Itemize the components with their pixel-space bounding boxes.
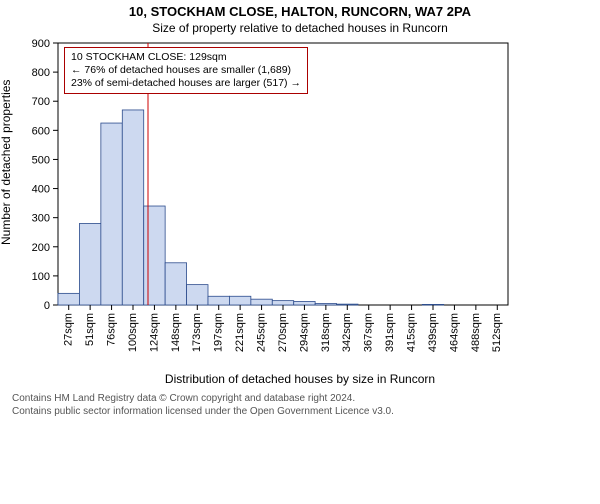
footer-line1: Contains HM Land Registry data © Crown c…	[12, 392, 588, 405]
svg-text:391sqm: 391sqm	[384, 313, 396, 352]
svg-text:367sqm: 367sqm	[363, 313, 375, 352]
svg-text:200: 200	[32, 242, 50, 254]
svg-text:124sqm: 124sqm	[148, 313, 160, 352]
svg-text:76sqm: 76sqm	[105, 313, 117, 346]
svg-text:245sqm: 245sqm	[255, 313, 267, 352]
footer-attribution: Contains HM Land Registry data © Crown c…	[12, 392, 588, 418]
svg-text:300: 300	[32, 213, 50, 225]
svg-text:148sqm: 148sqm	[170, 313, 182, 352]
svg-text:415sqm: 415sqm	[405, 313, 417, 352]
svg-text:400: 400	[32, 184, 50, 196]
svg-text:464sqm: 464sqm	[448, 313, 460, 352]
svg-text:488sqm: 488sqm	[470, 313, 482, 352]
svg-text:500: 500	[32, 154, 50, 166]
x-axis-label: Distribution of detached houses by size …	[0, 372, 600, 386]
y-axis-label: Number of detached properties	[0, 80, 13, 245]
svg-text:342sqm: 342sqm	[341, 313, 353, 352]
svg-text:100: 100	[32, 271, 50, 283]
svg-text:221sqm: 221sqm	[234, 313, 246, 352]
svg-text:900: 900	[32, 38, 50, 50]
svg-text:27sqm: 27sqm	[63, 313, 75, 346]
svg-text:439sqm: 439sqm	[427, 313, 439, 352]
svg-text:270sqm: 270sqm	[277, 313, 289, 352]
chart-title-line2: Size of property relative to detached ho…	[0, 21, 600, 35]
chart-title-line1: 10, STOCKHAM CLOSE, HALTON, RUNCORN, WA7…	[0, 4, 600, 19]
annotation-line1: 10 STOCKHAM CLOSE: 129sqm	[71, 51, 301, 64]
footer-line2: Contains public sector information licen…	[12, 405, 588, 418]
svg-text:197sqm: 197sqm	[213, 313, 225, 352]
svg-text:100sqm: 100sqm	[127, 313, 139, 352]
annotation-line2: ← 76% of detached houses are smaller (1,…	[71, 64, 301, 77]
svg-text:800: 800	[32, 67, 50, 79]
svg-text:512sqm: 512sqm	[491, 313, 503, 352]
annotation-line3: 23% of semi-detached houses are larger (…	[71, 77, 301, 90]
svg-text:51sqm: 51sqm	[84, 313, 96, 346]
annotation-box: 10 STOCKHAM CLOSE: 129sqm ← 76% of detac…	[64, 47, 308, 94]
svg-text:700: 700	[32, 96, 50, 108]
svg-text:294sqm: 294sqm	[298, 313, 310, 352]
svg-text:600: 600	[32, 125, 50, 137]
svg-text:173sqm: 173sqm	[191, 313, 203, 352]
chart-container: Number of detached properties 0 100 200 300…	[0, 35, 600, 370]
svg-text:0: 0	[44, 300, 50, 312]
svg-text:318sqm: 318sqm	[320, 313, 332, 352]
